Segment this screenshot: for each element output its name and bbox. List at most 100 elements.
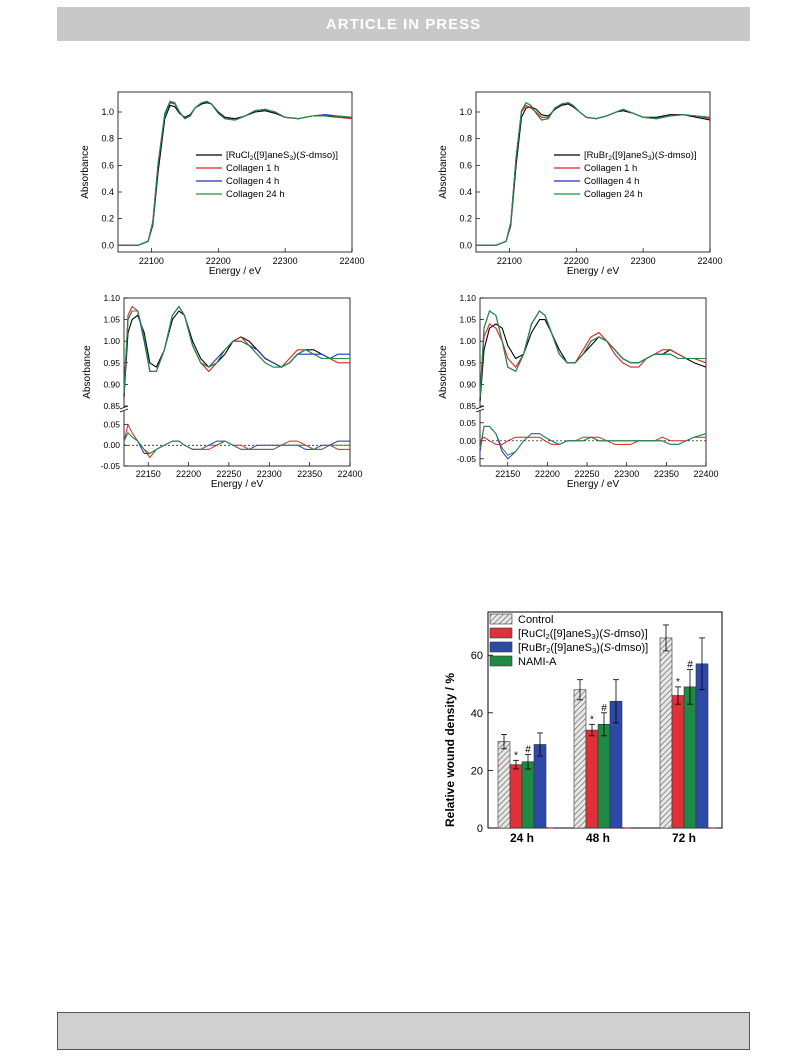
x-axis-label: Energy / eV [211, 479, 264, 490]
plot-frame [479, 297, 707, 467]
x-tick-label: 22400 [337, 469, 362, 479]
y-tick-label: 0.90 [459, 379, 476, 389]
legend-swatch [489, 641, 513, 653]
series-line [123, 305, 350, 394]
axis-break-mark [119, 405, 129, 410]
legend-swatch [489, 655, 513, 667]
residual-line [123, 431, 350, 455]
y-tick-label: 1.0 [459, 107, 472, 117]
legend-label: Collagen 24 h [226, 189, 285, 200]
chart-cl-full: 0.0 0.2 0.4 0.6 0.8 1.0 22100 22200 22300 22400 En… [80, 91, 365, 277]
significance-mark: * [590, 714, 594, 725]
plot-frame [475, 91, 711, 253]
chart-cl-zoom: 0.85 0.90 0.95 1.00 1.05 1.10 -0.05 0.00 0.05 221… [82, 293, 363, 490]
significance-mark: * [676, 677, 680, 688]
legend-label: [RuBr2​([9]aneS3​)(S-dmso)] [584, 150, 697, 162]
y-axis-label: Relative wound density / % [443, 673, 457, 827]
y-tick-label: 1.05 [103, 315, 120, 325]
x-axis-label: Energy / eV [567, 266, 620, 277]
x-axis-label: Energy / eV [209, 266, 262, 277]
series-line [123, 305, 350, 394]
y-axis-label: Absorbance [82, 345, 93, 399]
significance-mark: # [525, 745, 531, 756]
x-tick-label: 22350 [654, 469, 679, 479]
bar [533, 744, 547, 829]
x-tick-label: 22100 [139, 256, 164, 266]
y-tick-label: 1.05 [459, 315, 476, 325]
x-axis-label: Energy / eV [567, 479, 620, 490]
x-tick-label: 22300 [257, 469, 282, 479]
axis-break-mark [475, 405, 485, 410]
y-tick-label: 0.85 [103, 401, 120, 411]
series-line [479, 310, 706, 398]
x-tick-label: 22100 [497, 256, 522, 266]
legend-label: Colllagen 4 h [584, 176, 639, 187]
chart-br-full: 0.0 0.2 0.4 0.6 0.8 1.0 22100 22200 22300 22400 En… [438, 91, 723, 277]
x-tick-label: 22300 [273, 256, 298, 266]
article-in-press-banner: ARTICLE IN PRESS [57, 7, 750, 41]
y-tick-label: 0.0 [459, 240, 472, 250]
x-tick-label: 22200 [206, 256, 231, 266]
legend-label: Collagen 1 h [584, 163, 637, 174]
bar [671, 695, 685, 829]
y-tick-label: 20 [471, 765, 483, 777]
legend-label: [RuCl2​([9]aneS3​)(S-dmso)] [226, 150, 338, 162]
series-line [123, 305, 350, 394]
residual-line [479, 425, 707, 456]
residual-line [479, 425, 707, 460]
y-tick-label: 0.8 [459, 134, 472, 144]
y-tick-label: 0.4 [459, 187, 472, 197]
x-category-label: 24 h [510, 831, 534, 845]
y-tick-label: 60 [471, 650, 483, 662]
y-tick-label: -0.05 [457, 454, 477, 464]
y-tick-label: 0.2 [459, 214, 472, 224]
bar [585, 729, 599, 829]
y-tick-label: 0.0 [101, 240, 114, 250]
x-tick-label: 22200 [535, 469, 560, 479]
series-line [476, 101, 711, 246]
series-line [479, 319, 707, 402]
x-category-label: 72 h [672, 831, 696, 845]
significance-mark: * [514, 750, 518, 761]
y-tick-label: 0.8 [101, 134, 114, 144]
bar [509, 764, 523, 829]
legend-label: Collagen 24 h [584, 189, 643, 200]
residual-line [123, 431, 350, 454]
series-line [476, 103, 711, 246]
x-tick-label: 22150 [136, 469, 161, 479]
bar [659, 637, 673, 829]
y-tick-label: 1.10 [459, 293, 476, 303]
x-tick-label: 22400 [693, 469, 718, 479]
y-tick-label: 1.00 [103, 336, 120, 346]
y-tick-label: 0.90 [103, 379, 120, 389]
x-tick-label: 22150 [495, 469, 520, 479]
x-category-label: 48 h [586, 831, 610, 845]
legend-label: [RuCl2​([9]aneS3​)(S-dmso)] [518, 628, 648, 641]
plot-frame [117, 91, 353, 253]
bar [497, 741, 511, 829]
axis-break [120, 407, 128, 411]
footer-box [57, 1012, 750, 1050]
x-tick-label: 22400 [339, 256, 364, 266]
bar [573, 689, 587, 829]
series-line [118, 100, 353, 246]
legend-label: [RuBr2​([9]aneS3​)(S-dmso)] [518, 642, 648, 655]
residual-line [479, 436, 706, 445]
y-tick-label: 0.2 [101, 214, 114, 224]
y-tick-label: 0.05 [459, 418, 476, 428]
legend-swatch [489, 613, 513, 625]
chart-br-zoom: 0.85 0.90 0.95 1.00 1.05 1.10 -0.05 0.00 0.05 221… [438, 293, 719, 490]
legend-label: Collagen 4 h [226, 176, 279, 187]
axis-break-mark [475, 408, 485, 413]
legend-label: Control [518, 614, 553, 626]
x-tick-label: 22350 [297, 469, 322, 479]
y-tick-label: 0.4 [101, 187, 114, 197]
legend-swatch [489, 627, 513, 639]
y-tick-label: -0.05 [101, 461, 121, 471]
series-line [479, 310, 707, 398]
y-axis-label: Absorbance [438, 145, 449, 199]
series-line [118, 102, 352, 246]
x-tick-label: 22200 [176, 469, 201, 479]
y-tick-label: 0.6 [459, 160, 472, 170]
y-tick-label: 0.00 [459, 436, 476, 446]
